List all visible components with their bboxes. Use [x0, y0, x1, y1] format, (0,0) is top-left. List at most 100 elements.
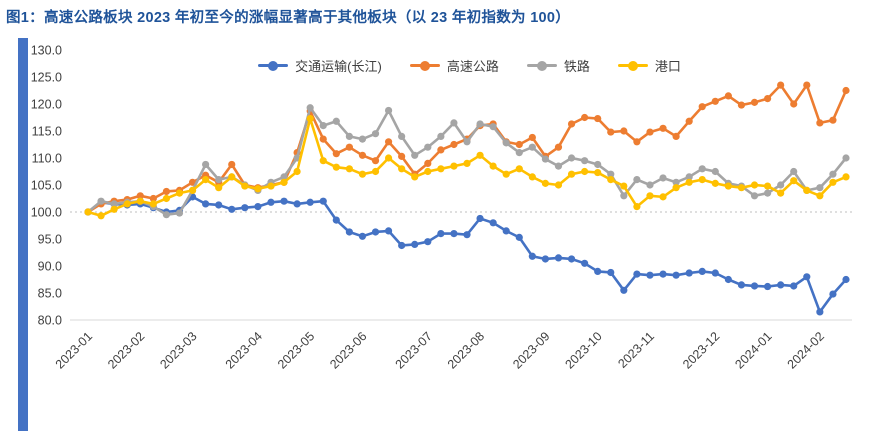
- data-point-marker: [398, 132, 406, 140]
- x-tick-label: 2023-12: [680, 329, 722, 371]
- legend-line-dot-icon: [258, 60, 289, 72]
- data-point-marker: [750, 98, 759, 106]
- data-point-marker: [659, 193, 667, 201]
- data-point-marker: [763, 282, 772, 291]
- x-axis-labels: 2023-01 2023-02 2023-03 2023-04 2023-05 2023-…: [53, 329, 827, 371]
- y-tick-label: 130.0: [31, 44, 62, 58]
- y-tick-label: 115.0: [32, 125, 62, 139]
- data-point-marker: [202, 160, 210, 169]
- y-tick-label: 100.0: [31, 206, 62, 220]
- data-point-marker: [437, 230, 445, 238]
- legend-item-3: 港口: [617, 56, 681, 75]
- data-point-marker: [698, 165, 706, 173]
- data-point-marker: [293, 200, 301, 208]
- data-point-marker: [424, 159, 432, 167]
- data-point-marker: [450, 162, 458, 170]
- y-tick-label: 95.0: [38, 233, 62, 247]
- x-tick-label: 2023-06: [327, 329, 369, 371]
- data-point-marker: [803, 273, 811, 281]
- data-point-marker: [646, 181, 654, 189]
- data-point-marker: [371, 157, 380, 165]
- data-point-marker: [384, 227, 393, 235]
- data-point-marker: [371, 167, 380, 176]
- data-point-marker: [528, 143, 536, 151]
- x-tick-label: 2023-08: [445, 329, 487, 371]
- data-point-marker: [515, 233, 523, 241]
- data-point-marker: [384, 154, 393, 162]
- data-point-marker: [398, 241, 406, 250]
- data-point-marker: [711, 167, 719, 176]
- data-point-marker: [581, 259, 589, 267]
- data-point-marker: [215, 184, 223, 192]
- data-point-marker: [777, 81, 785, 89]
- x-tick-label: 2023-03: [157, 329, 199, 371]
- data-point-marker: [777, 181, 785, 189]
- data-point-marker: [345, 132, 353, 140]
- data-point-marker: [750, 282, 759, 290]
- data-point-marker: [345, 165, 353, 173]
- data-point-marker: [554, 254, 563, 262]
- data-point-marker: [620, 286, 628, 294]
- data-point-marker: [829, 116, 837, 124]
- data-point-marker: [319, 122, 327, 130]
- data-point-marker: [554, 181, 563, 189]
- data-point-marker: [803, 81, 811, 89]
- data-point-marker: [202, 176, 210, 184]
- data-point-marker: [763, 189, 772, 197]
- data-point-marker: [110, 200, 118, 208]
- data-point-marker: [659, 270, 667, 278]
- data-point-marker: [149, 194, 157, 203]
- data-point-marker: [633, 270, 641, 278]
- data-point-marker: [476, 151, 484, 159]
- data-point-marker: [567, 120, 576, 128]
- data-point-marker: [672, 271, 680, 279]
- data-point-marker: [829, 290, 837, 298]
- data-point-marker: [672, 184, 680, 192]
- data-point-marker: [306, 114, 314, 123]
- legend-line-dot-icon: [409, 60, 440, 72]
- data-point-marker: [254, 203, 262, 211]
- data-point-marker: [541, 179, 550, 187]
- y-tick-label: 120.0: [31, 98, 62, 112]
- data-point-marker: [724, 182, 732, 190]
- data-point-marker: [594, 114, 602, 123]
- data-point-marker: [581, 113, 589, 122]
- data-point-marker: [842, 173, 850, 181]
- data-point-marker: [345, 143, 353, 151]
- legend-label: 交通运输(长江): [295, 59, 382, 74]
- data-point-marker: [489, 123, 497, 131]
- data-point-marker: [398, 152, 406, 160]
- data-point-marker: [633, 138, 641, 146]
- legend-line-dot-icon: [526, 60, 557, 72]
- data-point-marker: [489, 162, 497, 170]
- data-point-marker: [162, 194, 171, 203]
- data-point-marker: [319, 197, 327, 205]
- data-point-marker: [437, 165, 445, 173]
- data-point-marker: [620, 127, 628, 135]
- data-point-marker: [411, 151, 419, 159]
- data-point-marker: [607, 128, 615, 136]
- data-point-marker: [162, 187, 171, 196]
- data-point-marker: [724, 275, 732, 284]
- series-line: [86, 195, 848, 314]
- data-point-marker: [515, 165, 523, 173]
- data-point-marker: [737, 101, 746, 109]
- x-tick-label: 2024-02: [785, 329, 827, 371]
- data-point-marker: [816, 192, 824, 200]
- data-point-marker: [711, 97, 719, 105]
- legend-item-1: 高速公路: [409, 56, 499, 75]
- data-point-marker: [188, 186, 197, 194]
- data-point-marker: [319, 157, 327, 165]
- data-point-marker: [829, 178, 837, 186]
- data-point-marker: [424, 167, 432, 176]
- data-point-marker: [567, 170, 576, 178]
- data-point-marker: [672, 132, 680, 140]
- data-point-marker: [280, 173, 288, 181]
- data-point-marker: [633, 203, 641, 211]
- legend-label: 高速公路: [446, 59, 499, 74]
- data-point-marker: [97, 212, 105, 220]
- x-tick-label: 2023-09: [510, 329, 552, 371]
- data-point-marker: [607, 176, 615, 184]
- data-point-marker: [228, 160, 236, 169]
